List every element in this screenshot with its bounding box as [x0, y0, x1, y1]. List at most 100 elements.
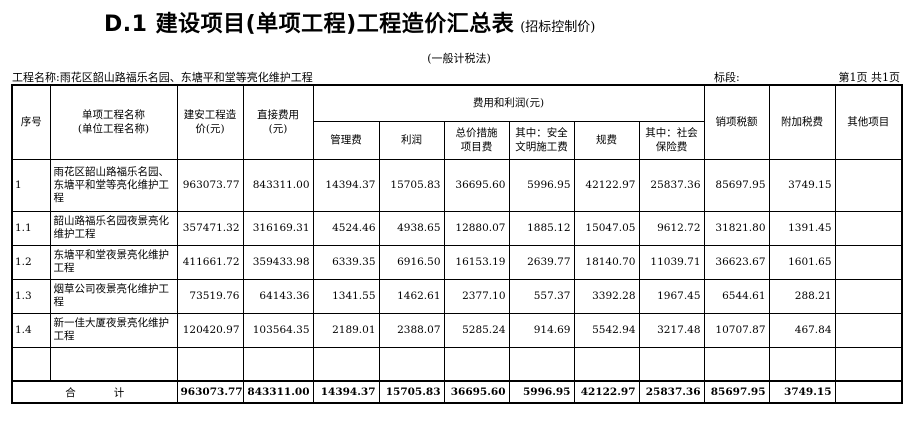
cell-name: 东塘平和堂夜景亮化维护工程	[49, 244, 178, 280]
col-direct-header: 直接费用 (元)	[242, 84, 314, 160]
cell-direct: 64143.36	[242, 278, 314, 314]
cell-profit: 1462.61	[378, 278, 445, 314]
total-surtax: 3749.15	[768, 380, 836, 404]
cell-seq: 1.2	[11, 244, 51, 280]
cell-safety: 557.37	[508, 278, 575, 314]
blank-cell	[573, 346, 640, 382]
cell-mgmt: 14394.37	[312, 158, 380, 212]
col-social-header: 其中：社会 保险费	[638, 120, 705, 160]
blank-cell	[49, 346, 178, 382]
blank-cell	[378, 346, 445, 382]
cell-install: 411661.72	[176, 244, 244, 280]
cell-profit: 15705.83	[378, 158, 445, 212]
cell-install: 120420.97	[176, 312, 244, 348]
col-regulatory-header: 规费	[573, 120, 640, 160]
header-row-1: 序号 单项工程名称 (单位工程名称) 建安工程造 价(元) 直接费用 (元) 费用和利…	[11, 84, 903, 160]
cell-seq: 1.1	[11, 210, 51, 246]
cell-name: 烟草公司夜景亮化维护工程	[49, 278, 178, 314]
table-row: 1.2 东塘平和堂夜景亮化维护工程 411661.72 359433.98 63…	[11, 244, 903, 280]
cell-safety: 1885.12	[508, 210, 575, 246]
table-row: 1 雨花区韶山路福乐名园、东塘平和堂等亮化维护工程 963073.77 8433…	[11, 158, 903, 212]
cell-regulatory: 18140.70	[573, 244, 640, 280]
cell-regulatory: 3392.28	[573, 278, 640, 314]
cell-mgmt: 4524.46	[312, 210, 380, 246]
col-surtax-header: 附加税费	[768, 84, 836, 160]
cell-seq: 1.4	[11, 312, 51, 348]
cell-other	[834, 158, 903, 212]
tax-method-label: (一般计税法)	[427, 52, 491, 65]
page-title-block: D.1 建设项目(单项工程)工程造价汇总表 (招标控制价)	[104, 6, 595, 38]
blank-cell	[638, 346, 705, 382]
total-profit: 15705.83	[378, 380, 445, 404]
total-install: 963073.77	[176, 380, 244, 404]
cell-surtax: 1391.45	[768, 210, 836, 246]
total-vat: 85697.95	[703, 380, 770, 404]
cell-name: 新一佳大厦夜景亮化维护工程	[49, 312, 178, 348]
total-regulatory: 42122.97	[573, 380, 640, 404]
blank-cell	[242, 346, 314, 382]
blank-cell	[443, 346, 510, 382]
col-profit-header: 利润	[378, 120, 445, 160]
cell-measure: 12880.07	[443, 210, 510, 246]
cell-surtax: 288.21	[768, 278, 836, 314]
cell-vat: 31821.80	[703, 210, 770, 246]
cell-mgmt: 6339.35	[312, 244, 380, 280]
page-subtitle: (招标控制价)	[520, 20, 596, 35]
blank-cell	[834, 346, 903, 382]
blank-cell	[176, 346, 244, 382]
section-label: 标段:	[714, 71, 740, 84]
total-row: 合计 963073.77 843311.00 14394.37 15705.83…	[11, 380, 903, 404]
col-install-header: 建安工程造 价(元)	[176, 84, 244, 160]
header-row-2: 管理费 利润 总价措施 项目费 其中：安全 文明施工费 规费 其中：社会 保险费	[12, 120, 902, 160]
cell-install: 963073.77	[176, 158, 244, 212]
cell-vat: 85697.95	[703, 158, 770, 212]
cell-direct: 103564.35	[242, 312, 314, 348]
cell-social: 1967.45	[638, 278, 705, 314]
cell-surtax: 3749.15	[768, 158, 836, 212]
cell-measure: 5285.24	[443, 312, 510, 348]
cell-mgmt: 2189.01	[312, 312, 380, 348]
cell-surtax: 1601.65	[768, 244, 836, 280]
blank-row	[11, 346, 903, 382]
cell-other	[834, 278, 903, 314]
cell-profit: 6916.50	[378, 244, 445, 280]
cell-vat: 10707.87	[703, 312, 770, 348]
page-info: 第1页 共1页	[838, 71, 901, 84]
cell-name: 韶山路福乐名园夜景亮化维护工程	[49, 210, 178, 246]
blank-cell	[703, 346, 770, 382]
total-measure: 36695.60	[443, 380, 510, 404]
cell-direct: 359433.98	[242, 244, 314, 280]
cell-name: 雨花区韶山路福乐名园、东塘平和堂等亮化维护工程	[49, 158, 178, 212]
cell-regulatory: 42122.97	[573, 158, 640, 212]
table-row: 1.4 新一佳大厦夜景亮化维护工程 120420.97 103564.35 21…	[11, 312, 903, 348]
blank-cell	[11, 346, 51, 382]
cell-other	[834, 244, 903, 280]
col-other-header: 其他项目	[834, 84, 903, 160]
cell-regulatory: 5542.94	[573, 312, 640, 348]
cell-other	[834, 210, 903, 246]
project-name: 工程名称:雨花区韶山路福乐名园、东塘平和堂等亮化维护工程	[12, 71, 313, 84]
col-measure-header: 总价措施 项目费	[443, 120, 510, 160]
cell-safety: 5996.95	[508, 158, 575, 212]
cell-vat: 6544.61	[703, 278, 770, 314]
col-mgmt-header: 管理费	[312, 120, 380, 160]
cell-seq: 1.3	[11, 278, 51, 314]
cell-measure: 16153.19	[443, 244, 510, 280]
cell-direct: 843311.00	[242, 158, 314, 212]
col-safety-header: 其中：安全 文明施工费	[508, 120, 575, 160]
table-row: 1.3 烟草公司夜景亮化维护工程 73519.76 64143.36 1341.…	[11, 278, 903, 314]
col-fees-group-header: 费用和利润(元)	[312, 84, 705, 122]
cell-measure: 36695.60	[443, 158, 510, 212]
blank-cell	[768, 346, 836, 382]
cell-install: 73519.76	[176, 278, 244, 314]
cell-mgmt: 1341.55	[312, 278, 380, 314]
cell-vat: 36623.67	[703, 244, 770, 280]
col-seq-header: 序号	[11, 84, 51, 160]
col-vat-header: 销项税额	[703, 84, 770, 160]
cell-social: 25837.36	[638, 158, 705, 212]
cell-profit: 4938.65	[378, 210, 445, 246]
cell-direct: 316169.31	[242, 210, 314, 246]
cell-safety: 914.69	[508, 312, 575, 348]
col-name-header: 单项工程名称 (单位工程名称)	[49, 84, 178, 160]
cell-surtax: 467.84	[768, 312, 836, 348]
